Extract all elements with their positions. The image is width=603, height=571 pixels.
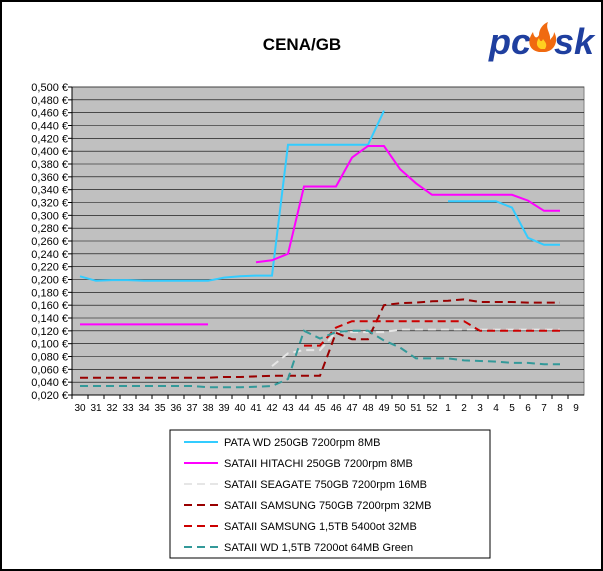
y-tick-label: 0,120 € — [31, 326, 68, 338]
y-tick-label: 0,040 € — [31, 377, 68, 389]
y-tick-label: 0,500 € — [31, 82, 68, 94]
legend-label: SATAII SEAGATE 750GB 7200rpm 16MB — [224, 479, 427, 491]
y-tick-label: 0,060 € — [31, 364, 68, 376]
legend-box — [169, 429, 491, 559]
series-lines — [79, 110, 560, 389]
series-line-6 — [80, 329, 560, 389]
x-tick-label: 50 — [394, 403, 406, 414]
y-tick-label: 0,480 € — [31, 95, 68, 107]
x-axis-ticks: 30 31 32 33 34 35 36 37 38 39 40 41 42 43 44 45 46 47 48 49… — [71, 395, 579, 414]
y-tick-label: 0,160 € — [31, 300, 68, 312]
y-tick-label: 0,220 € — [31, 262, 68, 274]
x-tick-label: 44 — [298, 403, 310, 414]
flame-icon — [529, 22, 557, 52]
x-tick-label: 35 — [154, 403, 166, 414]
legend-label: SATAII SAMSUNG 1,5TB 5400ot 32MB — [224, 521, 417, 533]
series-line-2 — [255, 145, 560, 264]
x-tick-label: 51 — [410, 403, 422, 414]
x-tick-label: 45 — [314, 403, 326, 414]
x-tick-label: 6 — [525, 403, 531, 414]
y-tick-label: 0,100 € — [31, 339, 68, 351]
series-line-1 — [79, 110, 385, 282]
y-axis-ticks: 0,020 €0,040 €0,060 €0,080 €0,100 €0,120… — [31, 82, 72, 402]
x-tick-label: 36 — [170, 403, 182, 414]
logo-text-pc: pc — [488, 21, 531, 62]
x-tick-label: 8 — [557, 403, 563, 414]
y-tick-label: 0,180 € — [31, 287, 68, 299]
x-tick-label: 32 — [106, 403, 118, 414]
x-tick-label: 52 — [426, 403, 438, 414]
pcsk-logo: pc sk — [488, 21, 596, 62]
x-tick-label: 1 — [445, 403, 451, 414]
y-tick-label: 0,440 € — [31, 121, 68, 133]
x-tick-label: 37 — [186, 403, 198, 414]
x-tick-label: 48 — [362, 403, 374, 414]
legend-label: SATAII HITACHI 250GB 7200rpm 8MB — [224, 458, 413, 470]
y-tick-label: 0,300 € — [31, 210, 68, 222]
x-tick-label: 49 — [378, 403, 390, 414]
x-tick-label: 4 — [493, 403, 499, 414]
x-tick-label: 30 — [74, 403, 86, 414]
chart-title: CENA/GB — [263, 35, 341, 54]
x-tick-label: 7 — [541, 403, 547, 414]
x-tick-label: 34 — [138, 403, 150, 414]
series-line-5 — [304, 320, 560, 347]
x-tick-label: 9 — [573, 403, 579, 414]
y-tick-label: 0,400 € — [31, 146, 68, 158]
series-line-4 — [80, 298, 560, 379]
y-tick-label: 0,140 € — [31, 313, 68, 325]
series-line-3 — [271, 328, 560, 367]
legend: PATA WD 250GB 7200rpm 8MB SATAII HITACHI … — [184, 437, 431, 554]
y-tick-label: 0,360 € — [31, 172, 68, 184]
y-tick-label: 0,420 € — [31, 133, 68, 145]
x-tick-label: 46 — [330, 403, 342, 414]
y-tick-label: 0,280 € — [31, 223, 68, 235]
x-tick-label: 41 — [250, 403, 262, 414]
legend-label: PATA WD 250GB 7200rpm 8MB — [224, 437, 381, 449]
x-tick-label: 42 — [266, 403, 278, 414]
x-tick-label: 33 — [122, 403, 134, 414]
legend-label: SATAII WD 1,5TB 7200ot 64MB Green — [224, 542, 413, 554]
y-tick-label: 0,200 € — [31, 275, 68, 287]
y-tick-label: 0,340 € — [31, 185, 68, 197]
y-tick-label: 0,380 € — [31, 159, 68, 171]
x-tick-label: 3 — [477, 403, 483, 414]
y-tick-label: 0,240 € — [31, 249, 68, 261]
series-line-1 — [448, 200, 560, 246]
y-tick-label: 0,320 € — [31, 198, 68, 210]
x-tick-label: 47 — [346, 403, 358, 414]
x-tick-label: 38 — [202, 403, 214, 414]
x-tick-label: 5 — [509, 403, 515, 414]
x-tick-label: 2 — [461, 403, 467, 414]
y-tick-label: 0,020 € — [31, 390, 68, 402]
x-tick-label: 31 — [90, 403, 102, 414]
legend-label: SATAII SAMSUNG 750GB 7200rpm 32MB — [224, 500, 431, 512]
x-tick-label: 43 — [282, 403, 294, 414]
y-tick-label: 0,260 € — [31, 236, 68, 248]
y-tick-label: 0,080 € — [31, 352, 68, 364]
logo-text-sk: sk — [554, 21, 596, 62]
x-tick-label: 39 — [218, 403, 230, 414]
y-tick-label: 0,460 € — [31, 108, 68, 120]
x-tick-label: 40 — [234, 403, 246, 414]
